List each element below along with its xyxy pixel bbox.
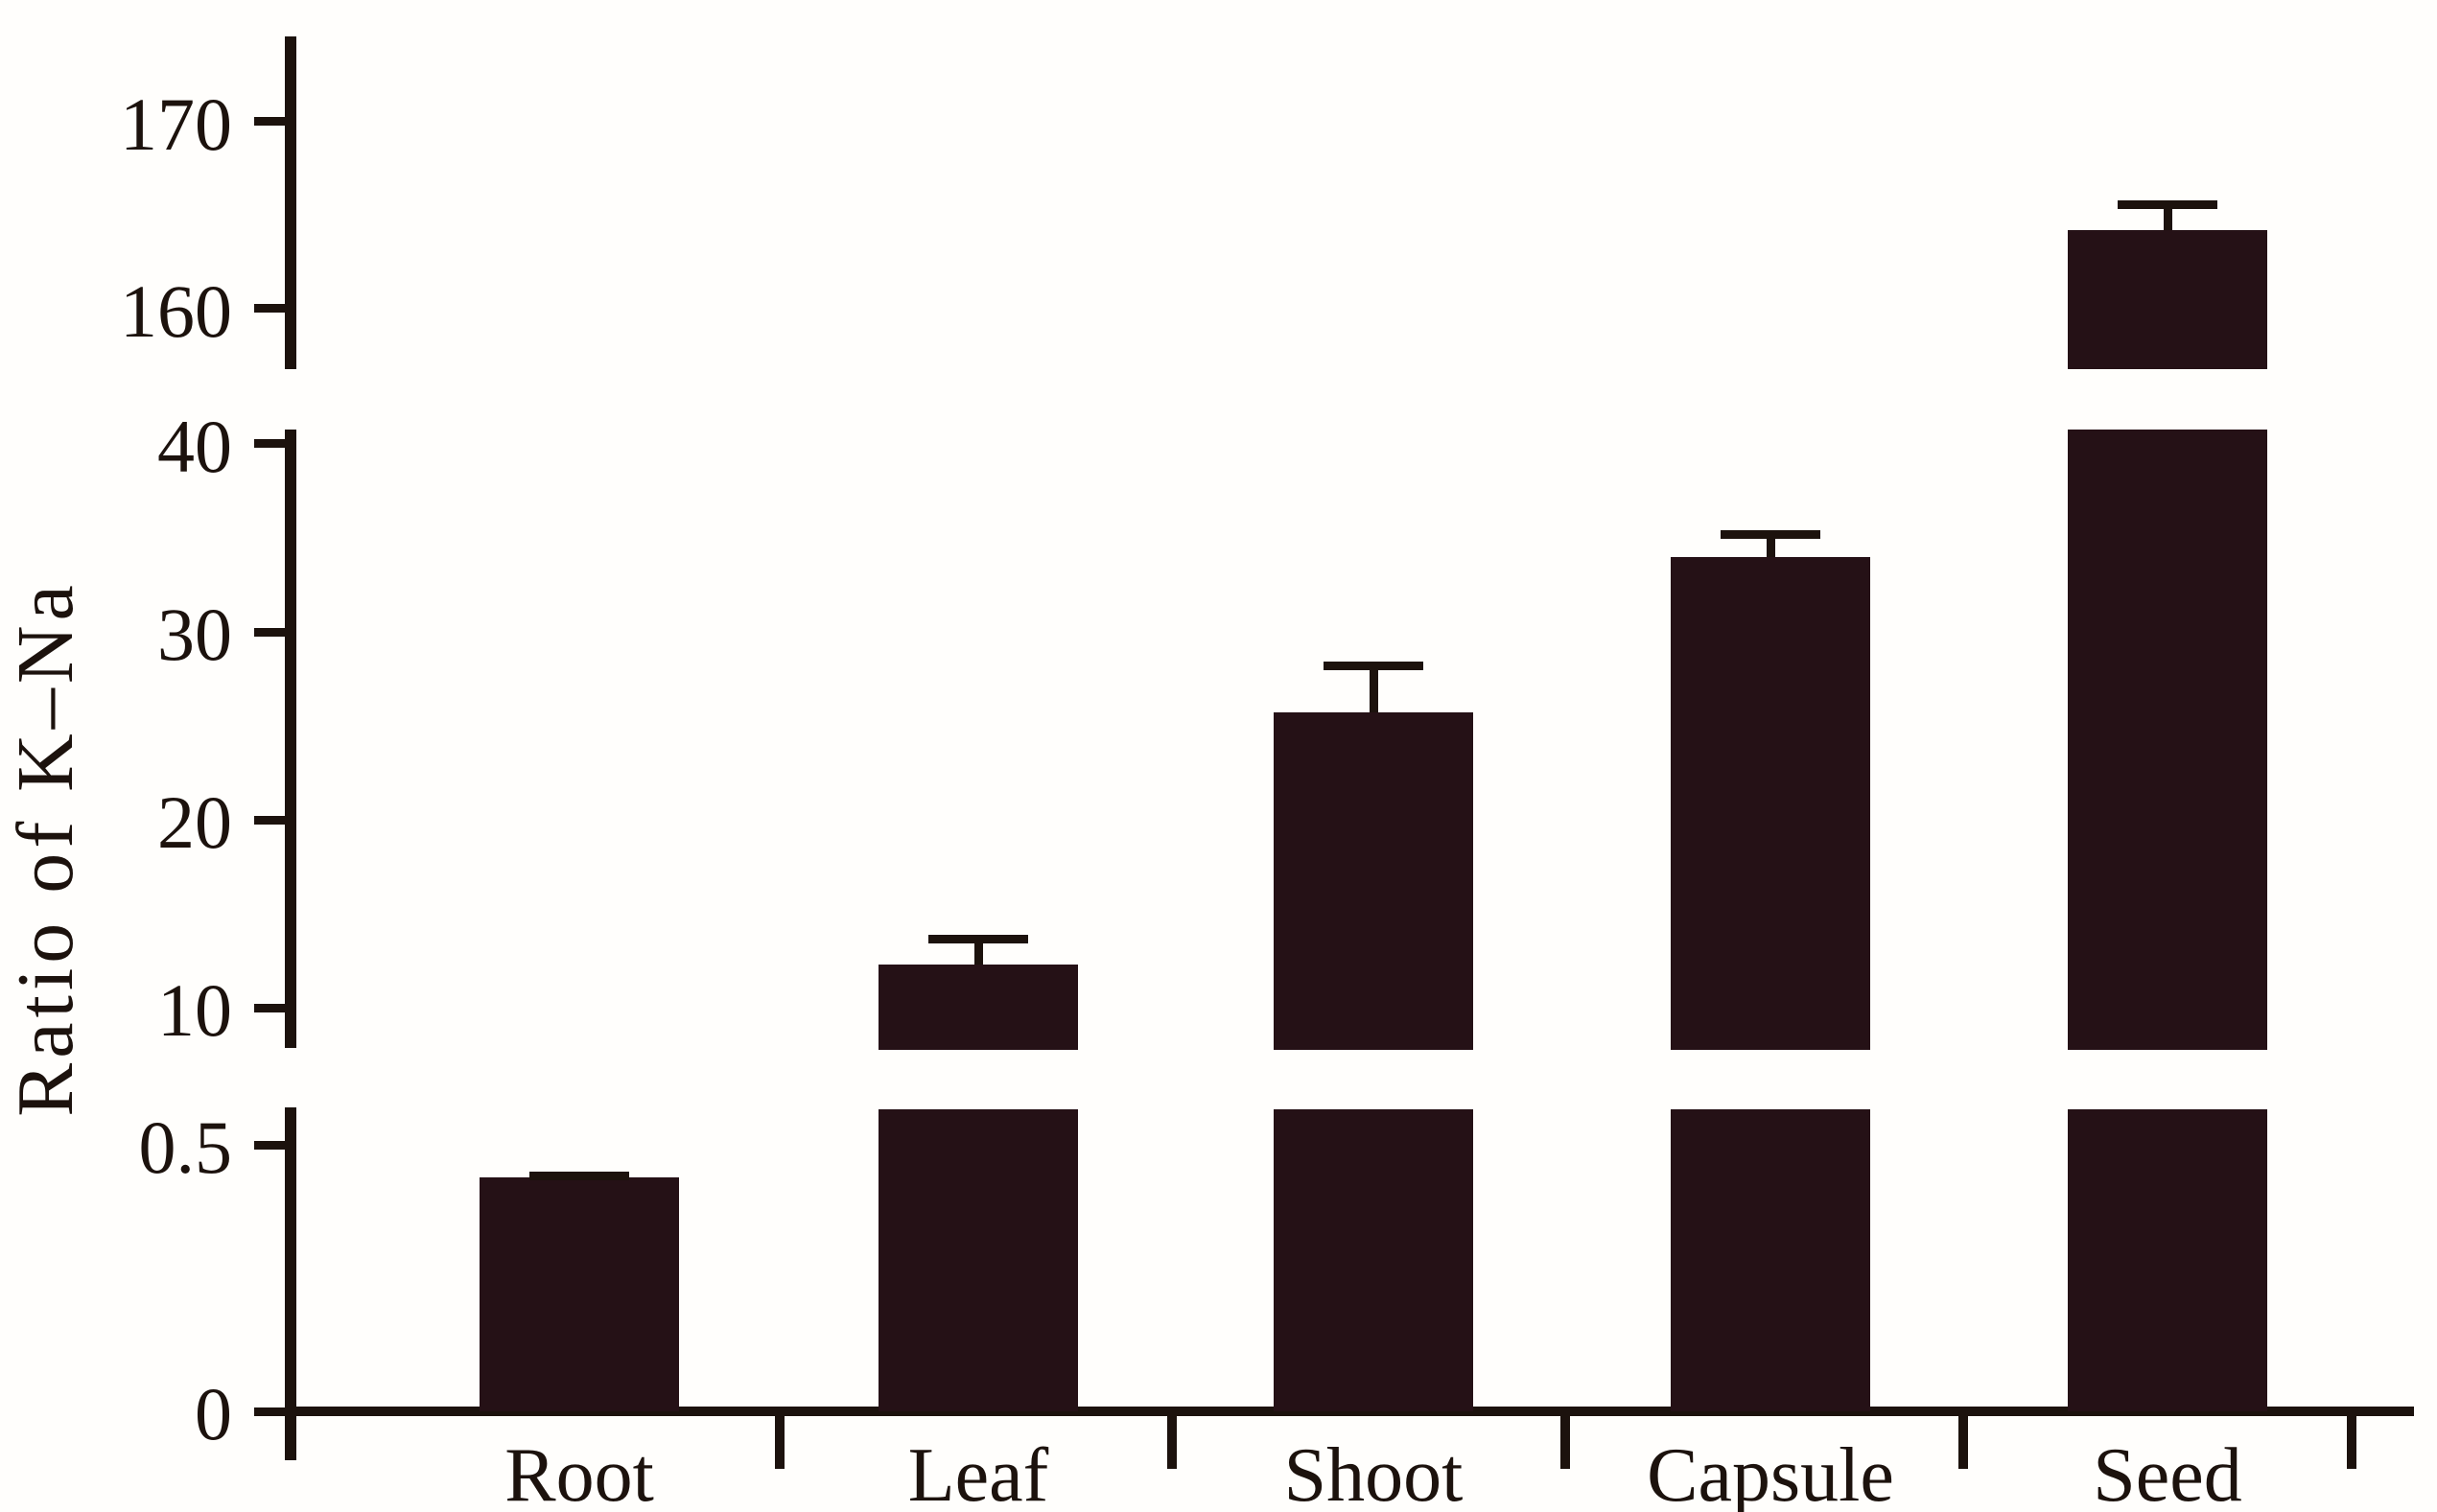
error-bar-stem xyxy=(2163,208,2172,231)
bar-shoot xyxy=(1274,1109,1473,1411)
y-tick xyxy=(254,439,285,449)
y-tick xyxy=(254,1407,285,1416)
x-tick xyxy=(1560,1416,1570,1469)
y-tick xyxy=(254,304,285,314)
bar-capsule xyxy=(1671,556,1870,1050)
x-category-label: Leaf xyxy=(907,1433,1049,1512)
y-tick-label: 0.5 xyxy=(138,1105,233,1190)
y-tick xyxy=(254,815,285,825)
error-bar-cap xyxy=(1721,530,1820,540)
x-axis-line xyxy=(285,1407,2414,1416)
y-axis-line xyxy=(285,1107,296,1460)
error-bar-cap xyxy=(928,934,1028,943)
error-bar-cap xyxy=(2118,199,2217,209)
x-tick xyxy=(1958,1416,1968,1469)
x-tick xyxy=(2347,1416,2356,1469)
y-axis-line xyxy=(285,36,296,369)
x-category-label: Seed xyxy=(2093,1433,2242,1512)
y-tick xyxy=(254,627,285,637)
x-tick xyxy=(775,1416,785,1469)
y-tick-label: 30 xyxy=(157,593,232,677)
y-tick-label: 170 xyxy=(120,81,232,166)
bar-shoot xyxy=(1274,712,1473,1050)
error-bar-stem xyxy=(973,942,983,965)
bar-seed xyxy=(2068,430,2267,1050)
y-tick xyxy=(254,1003,285,1012)
x-category-label: Root xyxy=(504,1433,654,1512)
bar-seed xyxy=(2068,1109,2267,1411)
y-axis-line xyxy=(285,430,296,1048)
error-bar-stem xyxy=(1766,539,1775,557)
y-tick-label: 40 xyxy=(157,404,232,488)
bar-root xyxy=(480,1176,679,1411)
bar-leaf xyxy=(879,965,1078,1050)
error-bar-cap xyxy=(529,1172,629,1181)
error-bar-cap xyxy=(1324,662,1423,671)
x-category-label: Shoot xyxy=(1283,1433,1464,1512)
y-tick xyxy=(254,1140,285,1150)
bar-seed xyxy=(2068,230,2267,369)
bar-leaf xyxy=(879,1109,1078,1411)
bar-capsule xyxy=(1671,1109,1870,1411)
y-tick xyxy=(254,117,285,127)
x-category-label: Capsule xyxy=(1647,1433,1894,1512)
y-tick-label: 0 xyxy=(195,1372,232,1455)
y-tick-label: 10 xyxy=(157,968,232,1053)
x-tick xyxy=(1167,1416,1177,1469)
y-tick-label: 160 xyxy=(120,268,232,353)
error-bar-stem xyxy=(1369,670,1378,713)
y-tick-label: 20 xyxy=(157,780,232,865)
